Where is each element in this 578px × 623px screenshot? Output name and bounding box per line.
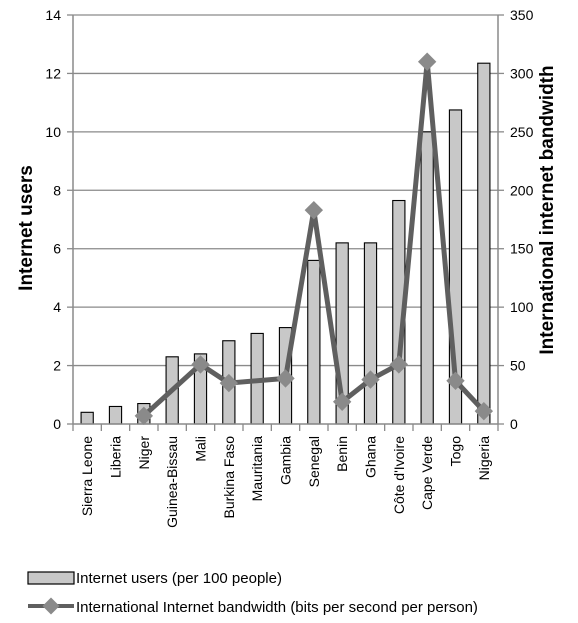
y-tick-label-right-1: 50 [510,358,526,374]
x-tick-label-2: Niger [136,436,152,470]
y-tick-label-left-1: 2 [53,358,61,374]
bar-10 [363,242,378,425]
y-tick-label-left-5: 10 [45,124,61,140]
bar-0 [80,411,94,425]
x-tick-label-1: Liberia [108,436,124,478]
x-tick-label-13: Togo [448,436,464,467]
x-tick-label-14: Nigeria [476,436,492,481]
bandwidth-point-10 [474,401,494,421]
y-tick-label-right-3: 150 [510,241,534,257]
x-tick-label-4: Mali [193,436,209,462]
y-tick-label-right-0: 0 [510,416,518,432]
bar-14 [477,62,491,425]
bandwidth-point-1 [191,355,210,374]
bandwidth-point-5 [332,392,352,411]
bandwidth-point-0 [134,406,154,426]
x-tick-label-5: Burkina Faso [221,436,237,519]
y-tick-label-left-4: 8 [53,182,61,198]
x-tick-label-7: Gambia [278,436,294,485]
x-tick-label-9: Benin [334,436,350,472]
legend-marker-bandwidth [42,597,60,615]
bar-8 [307,259,321,425]
bandwidth-point-8 [417,52,437,71]
y-tick-label-right-2: 100 [510,299,534,315]
bandwidth-point-4 [304,200,324,220]
gridlines [73,14,498,367]
y-axis-title-left: Internet users [16,165,37,291]
legend-label-internet-users: Internet users (per 100 people) [76,570,282,587]
y-tick-label-left-3: 6 [53,241,61,257]
bar-12 [420,131,434,425]
axes [67,14,504,431]
y-tick-label-left-7: 14 [45,7,61,23]
line-series [134,52,494,426]
y-axis-title-right: International internet bandwidth [537,65,558,354]
bandwidth-point-9 [446,371,465,390]
x-tick-label-8: Senegal [306,436,322,487]
y-tick-label-left-6: 12 [45,65,61,81]
bandwidth-point-2 [219,373,239,393]
bandwidth-point-3 [276,369,295,388]
x-tick-label-10: Ghana [363,436,379,478]
legend-label-bandwidth: International Internet bandwidth (bits p… [76,599,478,616]
y-tick-label-right-7: 350 [510,7,534,23]
y-tick-label-left-0: 0 [53,416,61,432]
x-tick-label-6: Mauritania [249,436,265,502]
legend-swatch-internet-users [27,571,75,585]
x-tick-label-3: Guinea-Bissau [164,436,180,528]
y-tick-label-right-4: 200 [510,182,534,198]
x-tick-label-11: Côte d'Ivoire [391,436,407,514]
x-tick-label-0: Sierra Leone [79,436,95,516]
tick-labels: 0 2 4 6 8 10 12 14 0 50 100 150 200 250 300 350 Sierra L… [45,7,533,528]
y-tick-label-right-5: 250 [510,124,534,140]
x-tick-label-12: Cape Verde [419,436,435,510]
bar-1 [108,405,123,425]
bandwidth-point-6 [361,370,380,389]
bandwidth-point-7 [389,355,409,374]
legend: Internet users (per 100 people) Internat… [27,570,478,616]
y-tick-label-right-6: 300 [510,65,534,81]
y-tick-label-left-2: 4 [53,299,61,315]
